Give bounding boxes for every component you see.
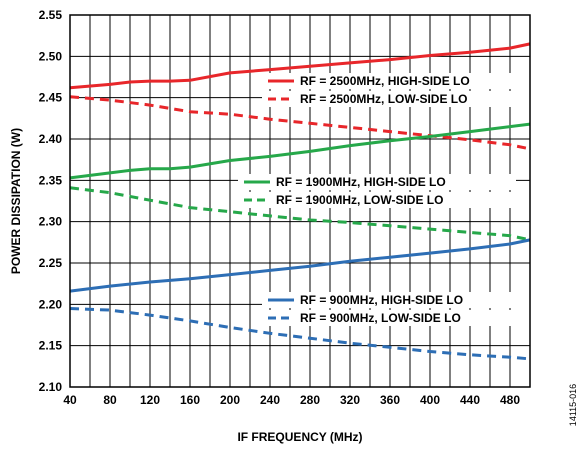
x-axis-label: IF FREQUENCY (MHz) — [237, 430, 362, 444]
y-tick-label: 2.35 — [39, 173, 63, 187]
legend-background — [262, 73, 540, 89]
legend-label-1: RF = 2500MHz, HIGH-SIDE LO — [300, 74, 470, 88]
series-line-3 — [69, 122, 531, 180]
x-tick-label: 120 — [140, 393, 160, 407]
y-tick-label: 2.55 — [39, 8, 63, 22]
y-tick-label: 2.25 — [39, 256, 63, 270]
x-tick-label: 80 — [103, 393, 117, 407]
y-tick-label: 2.40 — [39, 132, 63, 146]
legend-label-2: RF = 2500MHz, LOW-SIDE LO — [300, 92, 467, 106]
series-line-4 — [69, 186, 531, 242]
series-line-6 — [69, 307, 531, 361]
y-tick-label: 2.50 — [39, 49, 63, 63]
x-tick-label: 480 — [500, 393, 520, 407]
x-tick-label: 280 — [300, 393, 320, 407]
y-tick-label: 2.30 — [39, 215, 63, 229]
x-tick-labels: 40 80 120 160 200 240 280 320 360 400 440 480 — [63, 393, 520, 407]
series-line-1 — [69, 42, 531, 90]
x-tick-label: 200 — [220, 393, 240, 407]
x-tick-label: 320 — [340, 393, 360, 407]
y-tick-label: 2.15 — [39, 339, 63, 353]
legend-background — [262, 292, 540, 308]
x-tick-label: 440 — [460, 393, 480, 407]
y-tick-label: 2.45 — [39, 91, 63, 105]
x-tick-label: 240 — [260, 393, 280, 407]
y-axis-label: POWER DISSIPATION (W) — [9, 128, 23, 274]
x-tick-label: 360 — [380, 393, 400, 407]
series-line-5 — [69, 238, 531, 293]
plot-frame — [69, 14, 531, 388]
figure-id: 14115-016 — [568, 384, 578, 426]
legend-label-4: RF = 1900MHz, LOW-SIDE LO — [276, 193, 443, 207]
y-tick-labels: 2.10 2.15 2.20 2.25 2.30 2.35 2.40 2.45 2.50 2.55 — [39, 8, 63, 394]
legend-label-5: RF = 900MHz, HIGH-SIDE LO — [300, 293, 463, 307]
y-tick-label: 2.10 — [39, 380, 63, 394]
legend-label-3: RF = 1900MHz, HIGH-SIDE LO — [276, 175, 446, 189]
legend-label-6: RF = 900MHz, LOW-SIDE LO — [300, 311, 461, 325]
legend-background — [262, 91, 540, 107]
legend: RF = 2500MHz, HIGH-SIDE LO RF = 2500MHz, … — [238, 73, 540, 326]
x-tick-label: 400 — [420, 393, 440, 407]
x-tick-label: 40 — [63, 393, 77, 407]
legend-background — [238, 192, 516, 208]
series-line-2 — [69, 95, 531, 151]
legend-background — [262, 310, 540, 326]
y-tick-label: 2.20 — [39, 297, 63, 311]
x-tick-label: 160 — [180, 393, 200, 407]
legend-background — [238, 174, 516, 190]
series-lines — [69, 42, 531, 361]
